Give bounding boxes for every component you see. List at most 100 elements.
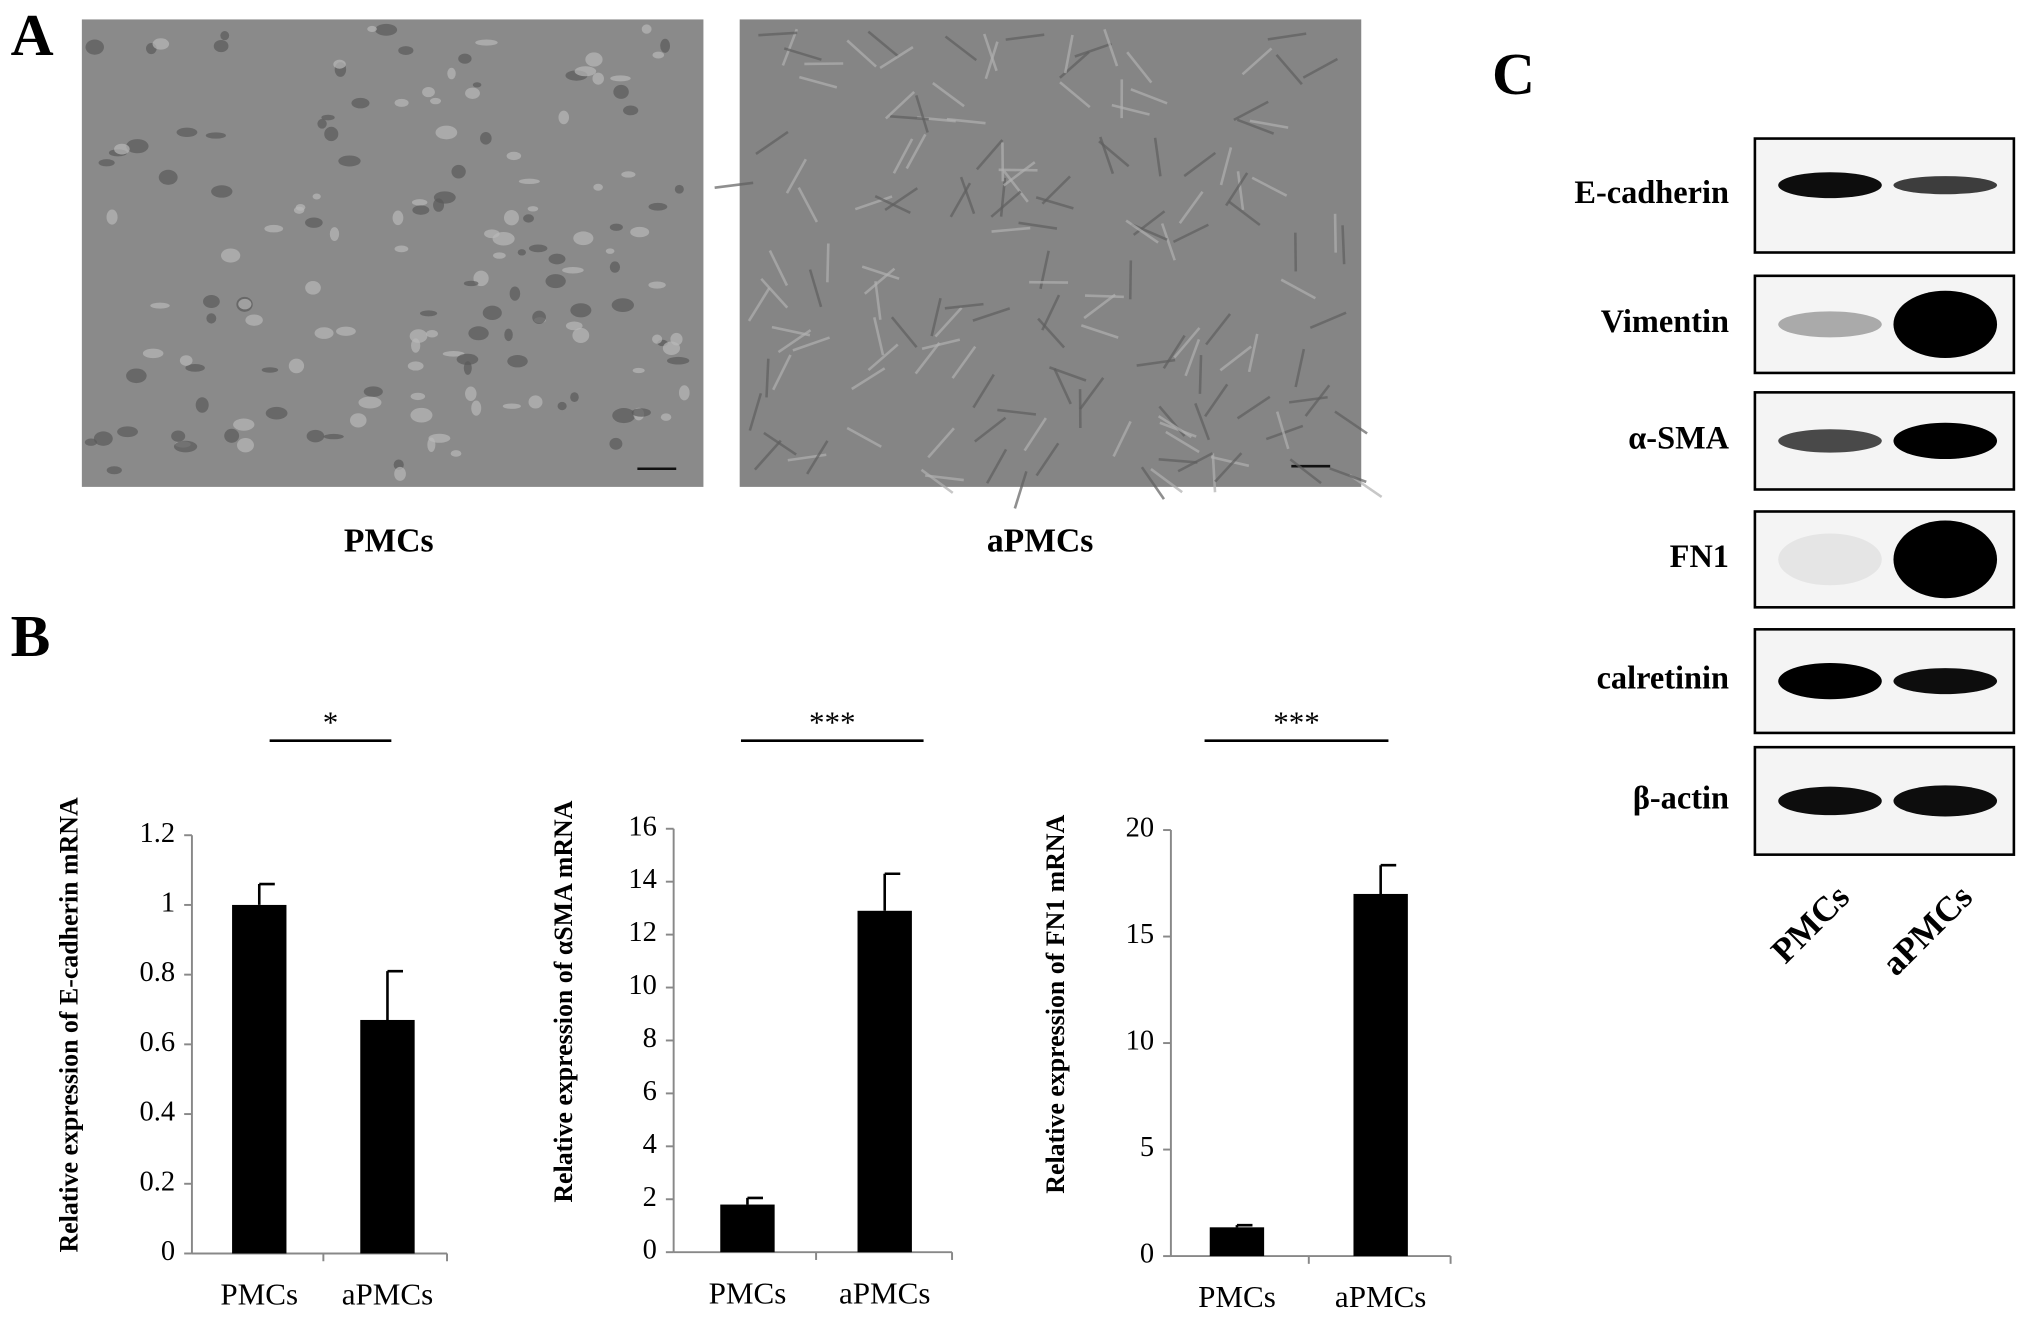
cell	[1063, 34, 1074, 74]
y-tick-label: 0.6	[140, 1027, 176, 1058]
cell	[787, 453, 827, 462]
cell	[748, 392, 763, 431]
cell	[592, 72, 604, 85]
cell	[1178, 190, 1204, 224]
cell	[98, 159, 115, 167]
y-tick-label: 0	[643, 1235, 657, 1266]
cell	[1074, 42, 1112, 58]
y-tick-label: 15	[1126, 919, 1154, 950]
blot-band	[1778, 533, 1882, 586]
error-bar	[386, 969, 404, 1020]
cell	[921, 338, 961, 351]
cell	[305, 281, 321, 295]
cell	[150, 302, 170, 309]
cell	[351, 97, 370, 109]
cell	[914, 342, 941, 375]
cell	[1013, 470, 1028, 509]
cell	[648, 281, 666, 289]
cell	[1084, 294, 1124, 299]
cell	[585, 52, 603, 67]
cell	[854, 195, 893, 211]
panel-label: C	[1492, 41, 1535, 107]
cell	[610, 75, 631, 82]
blot-label: E-cadherin	[1574, 175, 1729, 211]
cell	[1210, 455, 1250, 468]
cell	[338, 155, 361, 167]
cell	[1125, 219, 1159, 244]
cell	[1132, 210, 1166, 236]
y-tick-label: 4	[643, 1129, 657, 1160]
cell	[1236, 118, 1275, 135]
cell	[238, 298, 252, 310]
cell	[660, 413, 672, 421]
cell	[1126, 51, 1153, 84]
cell	[1080, 324, 1119, 339]
y-tick-label: 8	[643, 1023, 657, 1054]
cell	[905, 133, 927, 170]
cell	[612, 408, 636, 424]
cell	[997, 408, 1037, 416]
cell	[422, 87, 435, 98]
cell	[846, 426, 882, 448]
cell	[504, 328, 513, 342]
cell	[509, 286, 521, 301]
cell	[623, 105, 639, 116]
cell	[548, 253, 566, 265]
cell	[447, 67, 456, 80]
cell	[1236, 171, 1245, 211]
y-tick-label: 6	[643, 1076, 657, 1107]
cell	[632, 367, 645, 374]
cell	[648, 202, 668, 211]
cell	[528, 395, 543, 409]
cell	[874, 281, 882, 320]
y-tick-label: 0.2	[140, 1166, 176, 1197]
error-bar	[746, 1196, 763, 1205]
cell	[927, 427, 955, 459]
cell	[465, 386, 477, 402]
blot-label: α-SMA	[1628, 420, 1729, 456]
cell	[171, 430, 186, 442]
cell	[1194, 402, 1211, 441]
cell	[324, 126, 339, 142]
significance: *	[323, 704, 339, 739]
y-tick-label: 0	[161, 1236, 175, 1267]
y-axis-title: Relative expression of αSMA mRNA	[549, 800, 578, 1202]
blot-band	[1893, 520, 1998, 599]
cell	[984, 41, 999, 80]
cell	[879, 46, 914, 70]
cell	[224, 428, 240, 443]
cell	[375, 23, 398, 36]
cell	[946, 117, 986, 125]
cell	[233, 418, 255, 431]
cell	[517, 249, 526, 256]
cell	[412, 205, 430, 215]
error-bar	[1379, 863, 1397, 894]
cell	[920, 468, 954, 494]
cell	[799, 75, 838, 89]
cell	[934, 306, 963, 338]
lane-label: aPMCs	[1874, 877, 1980, 983]
cell	[1294, 348, 1306, 388]
cell	[152, 38, 170, 50]
y-tick-label: 0.8	[140, 957, 176, 988]
cell	[1111, 103, 1150, 116]
cell	[1165, 430, 1200, 454]
cell	[892, 138, 914, 174]
cell	[482, 305, 502, 321]
cell	[930, 297, 942, 337]
cell	[861, 265, 900, 280]
cell	[1037, 317, 1066, 349]
y-tick-label: 10	[1126, 1026, 1154, 1057]
blot-band	[1778, 172, 1882, 199]
cell	[306, 429, 325, 443]
cell	[1023, 417, 1047, 452]
cell	[523, 214, 534, 223]
cell	[1219, 345, 1252, 372]
cell	[394, 245, 409, 253]
cell	[1211, 453, 1217, 493]
cell	[593, 183, 603, 191]
blot-band	[1893, 422, 1998, 460]
cell	[314, 327, 334, 339]
cell	[1112, 420, 1132, 457]
